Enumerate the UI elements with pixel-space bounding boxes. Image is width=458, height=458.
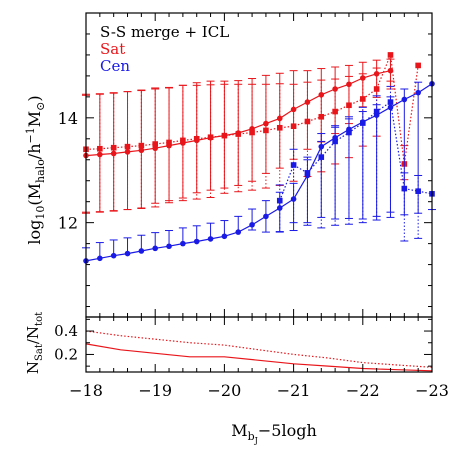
data-point [332, 108, 338, 115]
data-point [249, 221, 255, 228]
data-point [290, 123, 297, 130]
data-point [373, 86, 380, 92]
data-point [263, 127, 269, 134]
upper-panel: 12 14 [58, 12, 436, 318]
data-point [415, 62, 421, 69]
data-point [304, 170, 311, 176]
series-lower-0-line [85, 343, 433, 372]
data-point [346, 81, 352, 88]
data-point [193, 135, 200, 142]
data-point [207, 134, 214, 141]
data-point [387, 52, 394, 58]
data-point [110, 252, 117, 259]
series-lower-1-line [85, 330, 433, 368]
x-tick-label: −23 [415, 381, 449, 400]
data-point [387, 99, 394, 105]
x-axis-label: MbJ−5logh [231, 421, 317, 445]
data-point [152, 141, 158, 147]
lower-y-label: NSat/Ntot [24, 312, 45, 374]
upper-frame [85, 12, 433, 318]
data-point [166, 243, 172, 250]
data-point [346, 129, 352, 136]
data-point [221, 233, 228, 240]
series-lower-1 [85, 330, 433, 368]
series-3 [275, 85, 435, 242]
series-2-line [85, 83, 433, 262]
x-tick-label: −20 [208, 381, 242, 400]
lower-frame [85, 316, 433, 373]
data-point [138, 142, 145, 149]
data-point [110, 144, 117, 151]
data-point [235, 131, 242, 137]
data-point [138, 147, 145, 154]
data-point [276, 197, 283, 204]
data-point [221, 132, 228, 139]
data-point [207, 236, 214, 242]
x-tick-label: −21 [277, 381, 311, 400]
x-tick-label: −19 [138, 381, 172, 400]
data-point [373, 71, 380, 77]
data-point [138, 248, 145, 254]
series-3-line [279, 101, 433, 201]
lower-y-tick-label: 0.4 [54, 322, 78, 340]
data-point [387, 104, 394, 111]
legend-title: S-S merge + ICL [100, 23, 229, 41]
data-point [318, 113, 325, 120]
data-point [166, 139, 172, 146]
data-point [387, 67, 394, 74]
data-point [415, 89, 421, 96]
lower-panel: −18 −19 −20 −21 −22 −23 0.2 0.4 [54, 316, 449, 400]
upper-y-label: log10(Mhalo/h−1M⊙) [24, 95, 47, 244]
data-point [180, 137, 186, 144]
data-point [263, 213, 269, 220]
upper-y-tick-label: 14 [58, 109, 78, 128]
data-point [360, 96, 366, 102]
data-point [249, 129, 255, 136]
data-point [193, 238, 200, 245]
x-tick-label: −22 [346, 381, 380, 400]
data-point [360, 75, 366, 81]
x-tick-label: −18 [69, 381, 103, 400]
data-point [290, 162, 297, 168]
data-point [276, 205, 283, 211]
data-point [360, 120, 366, 126]
data-point [124, 149, 131, 155]
legend-sat: Sat [100, 40, 125, 58]
data-point [124, 143, 131, 150]
data-point [97, 255, 103, 262]
data-point [124, 250, 131, 257]
lower-y-tick-label: 0.2 [54, 345, 78, 363]
data-point [304, 118, 311, 125]
data-point [415, 188, 421, 195]
data-point [276, 124, 283, 131]
data-point [290, 196, 297, 202]
data-point [290, 106, 297, 113]
data-point [152, 245, 158, 252]
series-2 [82, 80, 436, 264]
data-point [401, 96, 408, 103]
data-point [97, 145, 103, 152]
data-point [180, 240, 186, 247]
data-point [332, 138, 338, 145]
data-point [318, 154, 325, 160]
data-point [235, 229, 242, 235]
legend: S-S merge + ICL Sat Cen [100, 23, 229, 75]
legend-cen: Cen [100, 57, 130, 75]
upper-y-tick-label: 12 [58, 214, 78, 233]
data-point [346, 102, 352, 109]
data-point [401, 185, 408, 192]
data-point [373, 108, 380, 115]
series-lower-0 [85, 343, 433, 372]
